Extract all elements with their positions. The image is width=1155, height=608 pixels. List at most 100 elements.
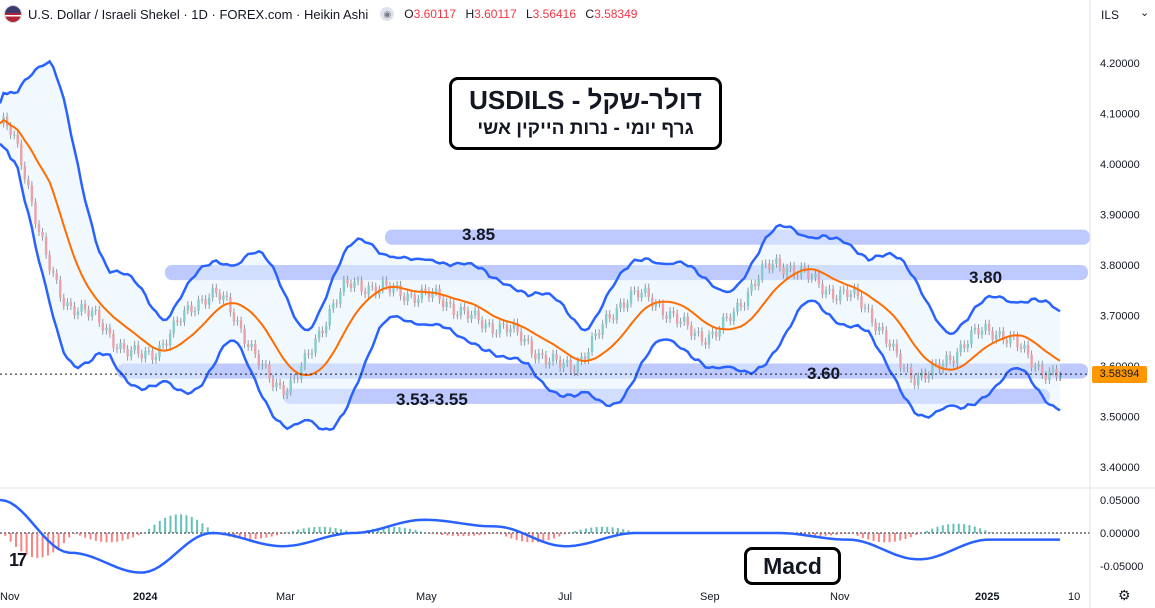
chevron-down-icon[interactable]: ⌄	[1140, 7, 1150, 19]
macd-histogram-bar	[819, 533, 822, 537]
macd-tick-label: 0.05000	[1100, 495, 1140, 507]
macd-histogram-bar	[254, 533, 257, 540]
macd-histogram-bar	[20, 533, 23, 552]
macd-histogram-bar	[1037, 533, 1040, 534]
macd-histogram-bar	[510, 533, 513, 539]
macd-histogram-bar	[62, 533, 65, 544]
macd-histogram-bar	[132, 533, 135, 538]
currency-selector[interactable]: ILS	[1101, 8, 1120, 22]
macd-histogram-bar	[521, 533, 524, 542]
macd-histogram-bar	[137, 533, 140, 536]
macd-histogram-bar	[808, 533, 811, 537]
macd-histogram-bar	[265, 533, 268, 538]
time-tick-label: 10	[1068, 591, 1080, 603]
macd-histogram-bar	[920, 532, 923, 534]
low-value: 3.56416	[532, 7, 577, 21]
macd-histogram-bar	[302, 528, 305, 533]
macd-histogram-bar	[313, 527, 316, 533]
macd-histogram-bar	[382, 527, 385, 533]
macd-histogram-bar	[462, 533, 465, 537]
price-tick-label: 3.80000	[1100, 260, 1140, 272]
macd-histogram-bar	[89, 533, 92, 540]
macd-histogram-bar	[441, 533, 444, 535]
macd-histogram-bar	[4, 533, 7, 536]
macd-histogram-bar	[169, 515, 172, 533]
macd-histogram-bar	[606, 526, 609, 533]
macd-histogram-bar	[446, 533, 449, 536]
gear-icon[interactable]: ⚙	[1118, 587, 1131, 603]
macd-histogram-bar	[904, 533, 907, 540]
macd-histogram-bar	[52, 533, 55, 553]
macd-histogram-bar	[995, 533, 998, 534]
macd-histogram-bar	[196, 519, 199, 533]
time-tick-label: 2025	[975, 591, 999, 603]
macd-histogram-bar	[84, 533, 87, 538]
macd-histogram-bar	[206, 527, 209, 533]
macd-histogram-bar	[888, 533, 891, 543]
macd-histogram-bar	[627, 530, 630, 533]
macd-histogram-bar	[425, 532, 428, 534]
macd-histogram-bar	[616, 528, 619, 533]
visibility-icon[interactable]: ◉	[380, 7, 395, 21]
macd-histogram-bar	[105, 533, 108, 543]
symbol-title[interactable]: U.S. Dollar / Israeli Shekel · 1D · FORE…	[28, 6, 369, 22]
macd-histogram-bar	[9, 533, 12, 542]
macd-histogram-bar	[515, 533, 518, 541]
macd-histogram-bar	[409, 528, 412, 533]
low-key: L	[525, 7, 533, 21]
macd-histogram-bar	[536, 533, 539, 543]
price-tick-label: 4.10000	[1100, 109, 1140, 121]
macd-histogram-bar	[1005, 533, 1008, 534]
macd-histogram-bar	[505, 533, 508, 537]
high-value: 3.60117	[474, 7, 517, 21]
macd-histogram-bar	[57, 533, 60, 549]
macd-histogram-bar	[142, 532, 145, 534]
macd-histogram-bar	[297, 529, 300, 533]
macd-label: Macd	[744, 547, 841, 585]
macd-histogram-bar	[947, 524, 950, 533]
macd-histogram-bar	[36, 533, 39, 558]
macd-histogram-bar	[393, 526, 396, 533]
macd-histogram-bar	[201, 523, 204, 533]
level-label-380: 3.80	[969, 268, 1003, 287]
macd-histogram-bar	[899, 533, 902, 541]
price-tick-label: 4.00000	[1100, 159, 1140, 171]
macd-histogram-bar	[851, 533, 854, 534]
close-key: C	[585, 7, 595, 21]
macd-histogram-bar	[872, 533, 875, 541]
macd-histogram-bar	[494, 533, 497, 534]
macd-histogram-bar	[339, 529, 342, 533]
macd-histogram-bar	[148, 528, 151, 533]
bollinger-lower	[0, 142, 1061, 431]
macd-histogram-bar	[931, 528, 934, 533]
macd-histogram-bar	[984, 530, 987, 533]
time-tick-label: Sep	[700, 591, 720, 603]
macd-histogram-bar	[430, 533, 433, 534]
macd-histogram-bar	[414, 530, 417, 533]
macd-histogram-bar	[936, 526, 939, 533]
time-tick-label: May	[416, 591, 437, 603]
macd-histogram-bar	[1027, 533, 1030, 534]
tradingview-logo-icon[interactable]: 17	[9, 550, 27, 570]
chart-header: U.S. Dollar / Israeli Shekel · 1D · FORE…	[4, 4, 643, 24]
open-key: O	[404, 7, 414, 21]
macd-histogram-bar	[824, 533, 827, 536]
macd-histogram-bar	[457, 533, 460, 537]
macd-histogram-bar	[126, 533, 129, 540]
macd-histogram-bar	[574, 531, 577, 533]
macd-histogram-bar	[238, 533, 241, 539]
annotation-subtitle: גרף יומי - נרות הייקין אשי	[477, 118, 694, 139]
macd-tick-label: 0.00000	[1100, 528, 1140, 540]
moving-average	[0, 118, 1061, 376]
macd-histogram-bar	[963, 524, 966, 533]
macd-histogram-bar	[318, 526, 321, 533]
level-label-353: 3.53-3.55	[396, 390, 468, 409]
macd-histogram-bar	[611, 527, 614, 533]
macd-histogram-bar	[813, 533, 816, 537]
macd-histogram-bar	[153, 524, 156, 533]
macd-histogram-bar	[877, 533, 880, 542]
macd-histogram-bar	[94, 533, 97, 541]
macd-histogram-bar	[1011, 533, 1014, 534]
macd-histogram-bar	[110, 533, 113, 543]
macd-histogram-bar	[345, 530, 348, 533]
